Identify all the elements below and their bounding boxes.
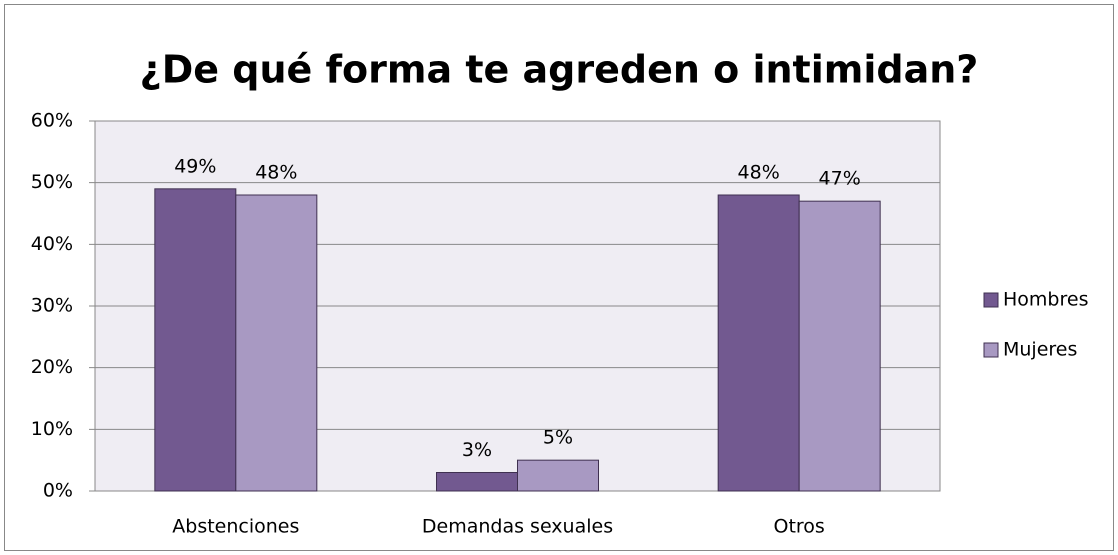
data-label: 48% <box>738 162 780 184</box>
y-tick-label: 10% <box>31 418 73 440</box>
bar <box>235 194 318 492</box>
chart-title: ¿De qué forma te agreden o intimidan? <box>140 48 979 92</box>
bar <box>717 194 800 492</box>
y-tick-label: 60% <box>31 110 73 132</box>
y-tick-label: 0% <box>43 480 73 502</box>
legend-label: Mujeres <box>1003 339 1077 361</box>
legend-label: Hombres <box>1003 289 1088 311</box>
bar <box>154 188 237 492</box>
data-label: 48% <box>255 162 297 184</box>
y-tick-label: 30% <box>31 295 73 317</box>
data-label: 5% <box>543 427 573 449</box>
x-tick-label: Otros <box>774 516 825 538</box>
y-tick-label: 20% <box>31 356 73 378</box>
data-label: 3% <box>462 439 492 461</box>
y-tick-label: 40% <box>31 233 73 255</box>
y-tick-label: 50% <box>31 171 73 193</box>
bar <box>436 472 518 492</box>
legend-swatch <box>983 292 999 308</box>
bar <box>798 200 881 492</box>
legend-swatch <box>983 342 999 358</box>
bar <box>517 459 599 492</box>
x-tick-label: Demandas sexuales <box>422 516 613 538</box>
data-label: 47% <box>819 168 861 190</box>
x-tick-label: Abstenciones <box>172 516 299 538</box>
data-label: 49% <box>174 155 216 177</box>
